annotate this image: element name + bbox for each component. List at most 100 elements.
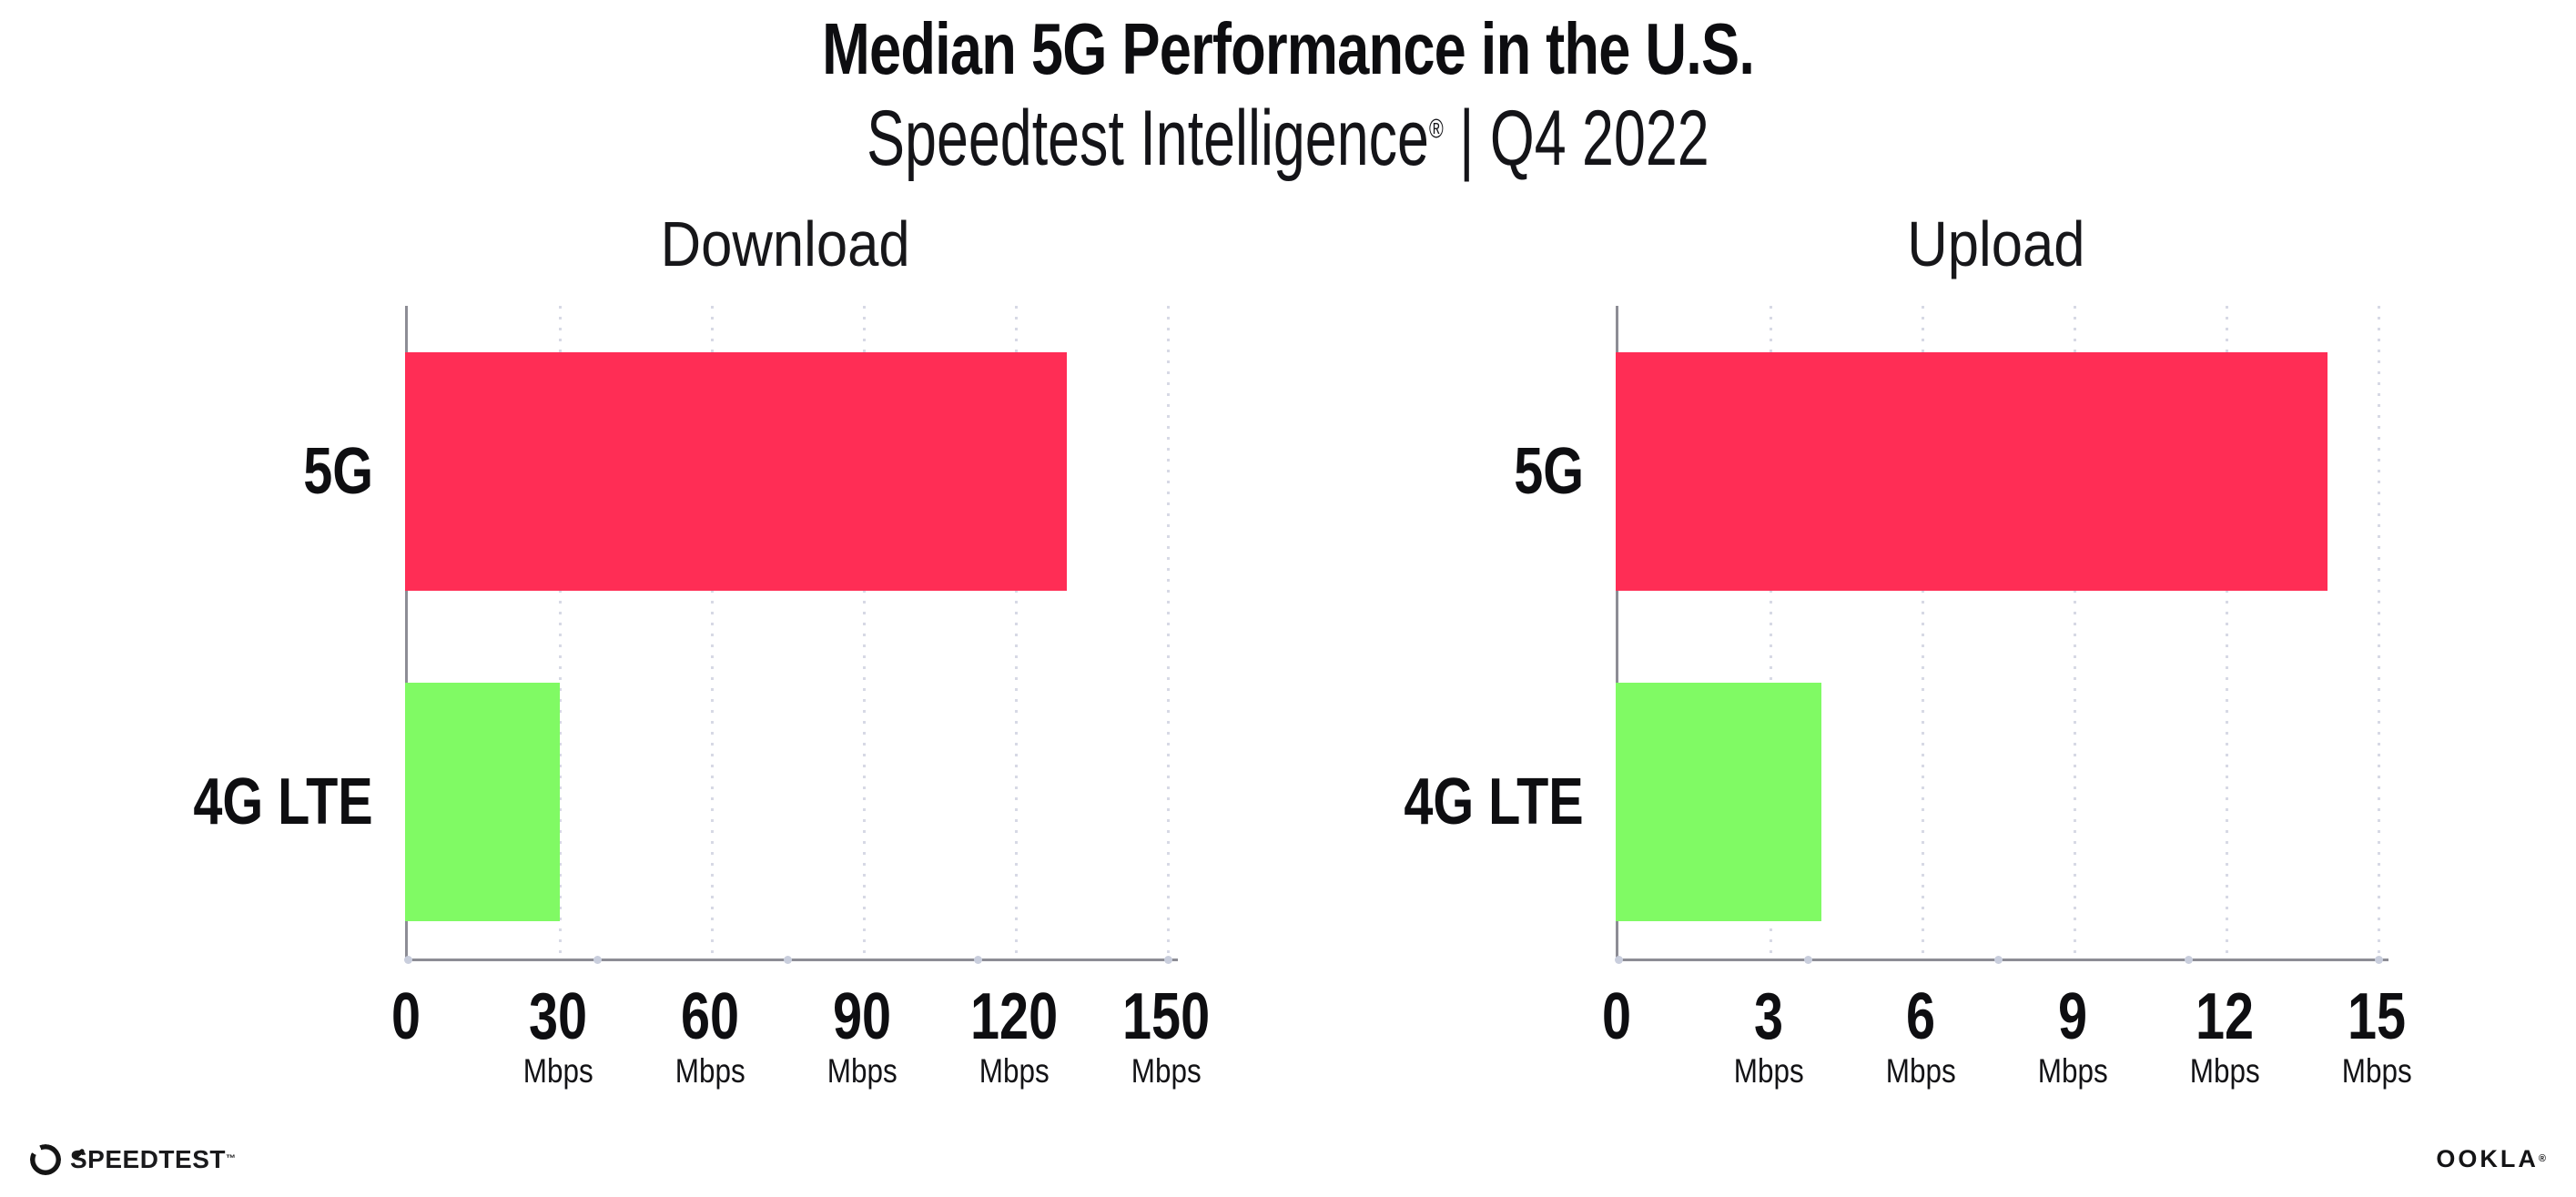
x-tick-value-text: 15 — [2348, 980, 2407, 1053]
x-tick-unit: Mbps — [2125, 1051, 2326, 1091]
axis-dot-download-4 — [1163, 956, 1172, 964]
axis-dot-upload-4 — [2374, 956, 2383, 964]
x-tick-value-text: 0 — [391, 980, 421, 1053]
x-tick-value: 0 — [1517, 980, 1718, 1053]
ookla-wordmark: OOKLA — [2436, 1145, 2539, 1172]
x-tick-unit: Mbps — [611, 1051, 811, 1091]
x-tick-upload-3: 3 Mbps — [1669, 980, 1870, 1091]
category-label-download-5g: 5G — [0, 431, 373, 512]
bar-download-4g-lte — [405, 683, 560, 921]
x-tick-value-text: 90 — [833, 980, 892, 1053]
x-tick-unit: Mbps — [1669, 1051, 1870, 1091]
plot-download: Download 5G 4G LTE 0 30 Mbps 60 Mbps 90 Mbps 120 Mb… — [194, 208, 1211, 1090]
x-tick-value-text: 9 — [2058, 980, 2088, 1053]
chart-title-text-download: Download — [660, 208, 910, 279]
gridline-download-150 — [1167, 306, 1170, 959]
x-tick-download-0: 0 — [307, 980, 507, 1053]
page-subtitle: Speedtest Intelligence® | Q4 2022 — [0, 93, 2576, 184]
speedtest-wordmark: SPEEDTEST™ — [70, 1145, 237, 1173]
axis-dot-download-0 — [403, 956, 412, 964]
gridline-upload-12 — [2226, 306, 2228, 959]
axis-dot-download-2 — [784, 956, 792, 964]
x-tick-unit: Mbps — [459, 1051, 659, 1091]
chart-title-text-upload: Upload — [1906, 208, 2085, 279]
registered-trademark-icon: ® — [1428, 115, 1444, 145]
category-label-upload-4g-lte: 4G LTE — [1202, 761, 1584, 843]
x-tick-upload-6: 6 Mbps — [1821, 980, 2022, 1091]
x-tick-value: 0 — [307, 980, 507, 1053]
x-tick-unit-text: Mbps — [1886, 1052, 1956, 1090]
x-tick-value: 120 — [915, 980, 1115, 1053]
x-tick-unit: Mbps — [915, 1051, 1115, 1091]
x-tick-download-60: 60 Mbps — [611, 980, 811, 1091]
gridline-download-30 — [559, 306, 562, 959]
bar-download-5g — [405, 352, 1067, 591]
x-tick-value-text: 0 — [1602, 980, 1632, 1053]
plot-upload: Upload 5G 4G LTE 0 3 Mbps 6 Mbps 9 Mbps 12 Mbps 15 Mb… — [1405, 208, 2412, 1090]
x-tick-unit: Mbps — [1973, 1051, 2174, 1091]
x-tick-unit-text: Mbps — [523, 1052, 593, 1090]
gridline-download-60 — [711, 306, 714, 959]
category-label-text: 4G LTE — [1404, 766, 1584, 838]
x-tick-value: 90 — [763, 980, 963, 1053]
axis-dot-upload-3 — [2184, 956, 2193, 964]
x-tick-unit-text: Mbps — [979, 1052, 1050, 1090]
x-tick-value-text: 3 — [1754, 980, 1784, 1053]
axis-dot-upload-0 — [1614, 956, 1623, 964]
gridline-download-90 — [863, 306, 866, 959]
x-tick-unit-text: Mbps — [827, 1052, 898, 1090]
registered-icon: ® — [2538, 1153, 2549, 1164]
x-tick-upload-9: 9 Mbps — [1973, 980, 2174, 1091]
x-tick-value: 12 — [2125, 980, 2326, 1053]
x-tick-value: 150 — [1067, 984, 1267, 1050]
x-tick-upload-0: 0 — [1517, 980, 1718, 1053]
chart-title-upload: Upload — [1616, 204, 2376, 284]
x-tick-value-text: 12 — [2196, 980, 2255, 1053]
x-tick-value-text: 6 — [1906, 980, 1936, 1053]
x-tick-value: 3 — [1669, 980, 1870, 1053]
x-tick-download-30: 30 Mbps — [459, 980, 659, 1091]
category-label-upload-5g: 5G — [1202, 431, 1584, 512]
x-tick-value: 6 — [1821, 980, 2022, 1053]
x-tick-value-text: 120 — [970, 980, 1059, 1053]
gridline-upload-9 — [2074, 306, 2076, 959]
x-tick-unit: Mbps — [1821, 1051, 2022, 1091]
x-tick-value: 9 — [1973, 980, 2174, 1053]
bar-upload-4g-lte — [1616, 683, 1821, 921]
subtitle-brand: Speedtest Intelligence — [867, 95, 1429, 182]
speedtest-logo: SPEEDTEST™ — [30, 1141, 236, 1178]
axis-dot-upload-2 — [1994, 956, 2003, 964]
category-label-text: 4G LTE — [193, 766, 373, 838]
x-tick-unit-text: Mbps — [2038, 1052, 2108, 1090]
chart-title-download: Download — [405, 204, 1165, 284]
speedometer-gauge-icon — [30, 1144, 61, 1175]
x-tick-upload-15: 15 Mbps — [2277, 980, 2478, 1091]
gridline-upload-6 — [1922, 306, 1924, 959]
x-tick-value-text: 30 — [529, 980, 588, 1053]
axis-dot-upload-1 — [1804, 956, 1813, 964]
x-tick-value-text: 60 — [681, 980, 740, 1053]
x-tick-upload-12: 12 Mbps — [2125, 980, 2326, 1091]
gridline-upload-15 — [2378, 306, 2380, 959]
ookla-logo: OOKLA® — [2436, 1145, 2549, 1173]
x-tick-unit-text: Mbps — [2190, 1052, 2260, 1090]
x-tick-unit: Mbps — [2277, 1051, 2478, 1091]
x-tick-unit: Mbps — [1067, 1051, 1267, 1091]
gridline-download-120 — [1015, 306, 1018, 959]
bar-upload-5g — [1616, 352, 2328, 591]
gridline-upload-3 — [1770, 306, 1772, 959]
page-subtitle-text: Speedtest Intelligence® | Q4 2022 — [867, 93, 1709, 184]
x-tick-download-120: 120 Mbps — [915, 980, 1115, 1091]
x-tick-value: 30 — [459, 980, 659, 1053]
trademark-icon: ™ — [225, 1153, 237, 1164]
subtitle-period: | Q4 2022 — [1443, 95, 1709, 182]
x-tick-unit: Mbps — [763, 1051, 963, 1091]
category-label-download-4g-lte: 4G LTE — [0, 761, 373, 843]
x-tick-download-90: 90 Mbps — [763, 980, 963, 1091]
x-tick-unit-text: Mbps — [1131, 1052, 1202, 1090]
x-tick-unit-text: Mbps — [2342, 1052, 2412, 1090]
x-tick-value: 60 — [611, 980, 811, 1053]
x-tick-unit-text: Mbps — [1734, 1052, 1804, 1090]
page-title: Median 5G Performance in the U.S. — [0, 5, 2576, 93]
